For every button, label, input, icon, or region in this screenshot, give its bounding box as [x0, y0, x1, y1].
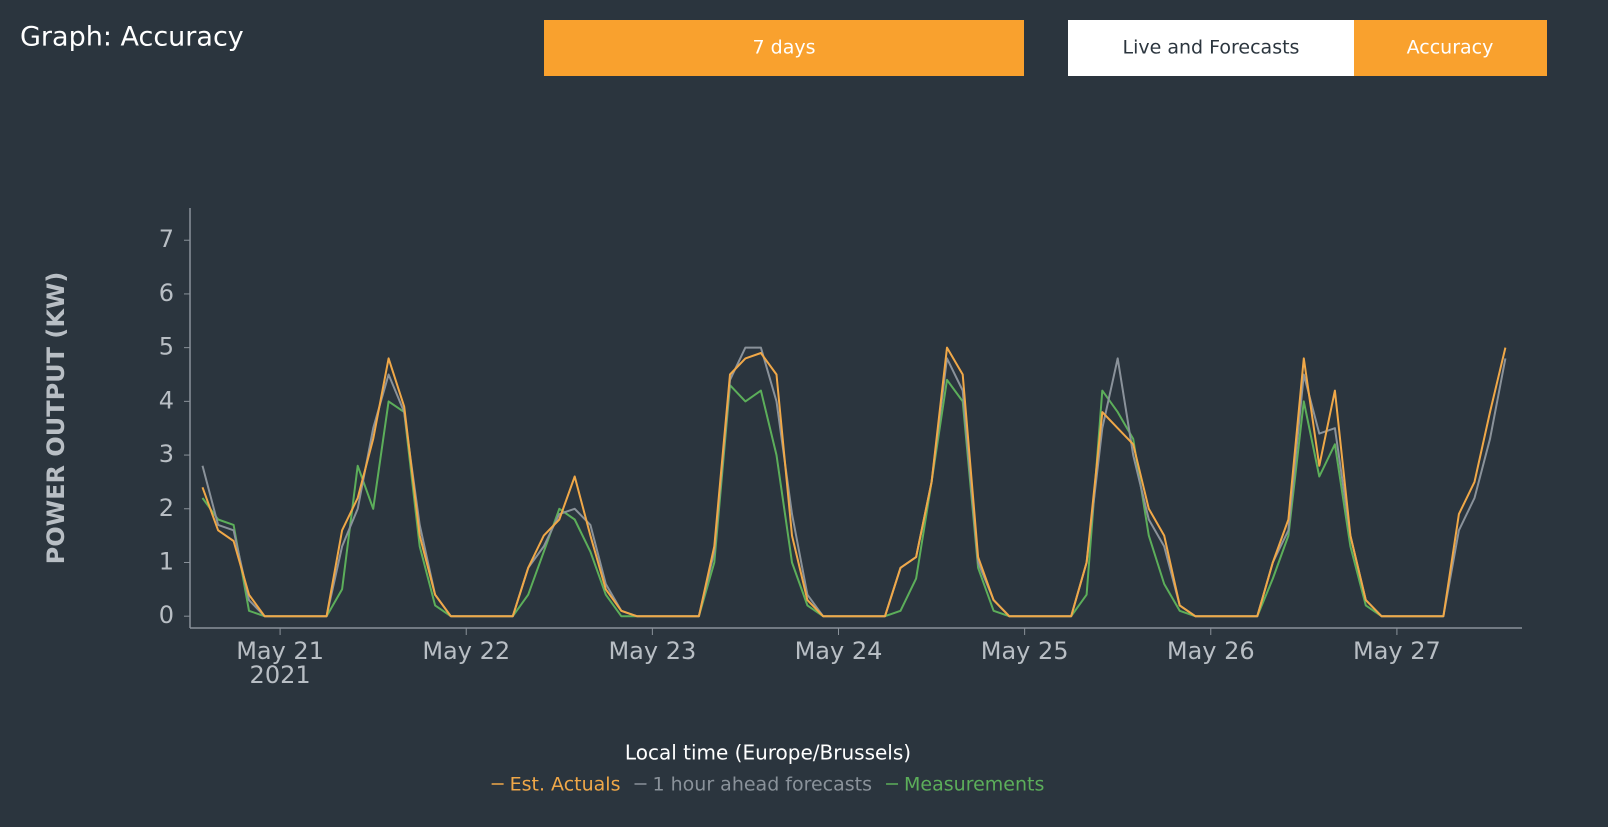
tab-label[interactable]: Live and Forecasts	[1123, 37, 1300, 59]
x-tick-label: May 27	[1353, 637, 1441, 665]
y-tick-label: 1	[159, 547, 174, 575]
button-label[interactable]: 7 days	[753, 37, 816, 59]
tab-label[interactable]: Accuracy	[1407, 37, 1494, 59]
series-line	[201, 346, 1507, 618]
x-tick-label: May 23	[608, 637, 696, 665]
tab-accuracy[interactable]: Accuracy	[1354, 20, 1547, 76]
button-bg[interactable]	[544, 20, 1024, 76]
y-axis-title: POWER OUTPUT (KW)	[42, 272, 70, 565]
x-tick-label: May 24	[795, 637, 883, 665]
y-tick-label: 7	[159, 225, 174, 253]
tab-live[interactable]: Live and Forecasts	[1068, 20, 1354, 76]
x-tick-label: May 22	[422, 637, 510, 665]
y-tick-label: 5	[159, 333, 174, 361]
legend-label: Est. Actuals	[510, 774, 621, 796]
tab-bg[interactable]	[1354, 20, 1547, 76]
y-tick-label: 2	[159, 494, 174, 522]
y-tick-label: 6	[159, 279, 174, 307]
x-tick-label: May 26	[1167, 637, 1255, 665]
x-axis-title: Local time (Europe/Brussels)	[625, 741, 911, 765]
legend-label: Measurements	[904, 774, 1044, 796]
x-tick-label: May 25	[981, 637, 1069, 665]
legend-item: Est. Actuals	[491, 774, 621, 796]
page-title: Graph: Accuracy	[20, 22, 244, 53]
y-tick-label: 4	[159, 386, 174, 414]
legend: Est. Actuals 1 hour ahead forecasts Measur…	[491, 774, 1044, 796]
tab-bg[interactable]	[1068, 20, 1354, 76]
range-button[interactable]: 7 days	[544, 20, 1024, 76]
legend-label: 1 hour ahead forecasts	[652, 774, 872, 796]
y-tick-label: 3	[159, 440, 174, 468]
legend-item: 1 hour ahead forecasts	[634, 774, 872, 796]
x-tick-label: May 21	[236, 637, 324, 665]
x-tick-sublabel: 2021	[250, 661, 311, 689]
legend-item: Measurements	[886, 774, 1044, 796]
y-tick-label: 0	[159, 601, 174, 629]
